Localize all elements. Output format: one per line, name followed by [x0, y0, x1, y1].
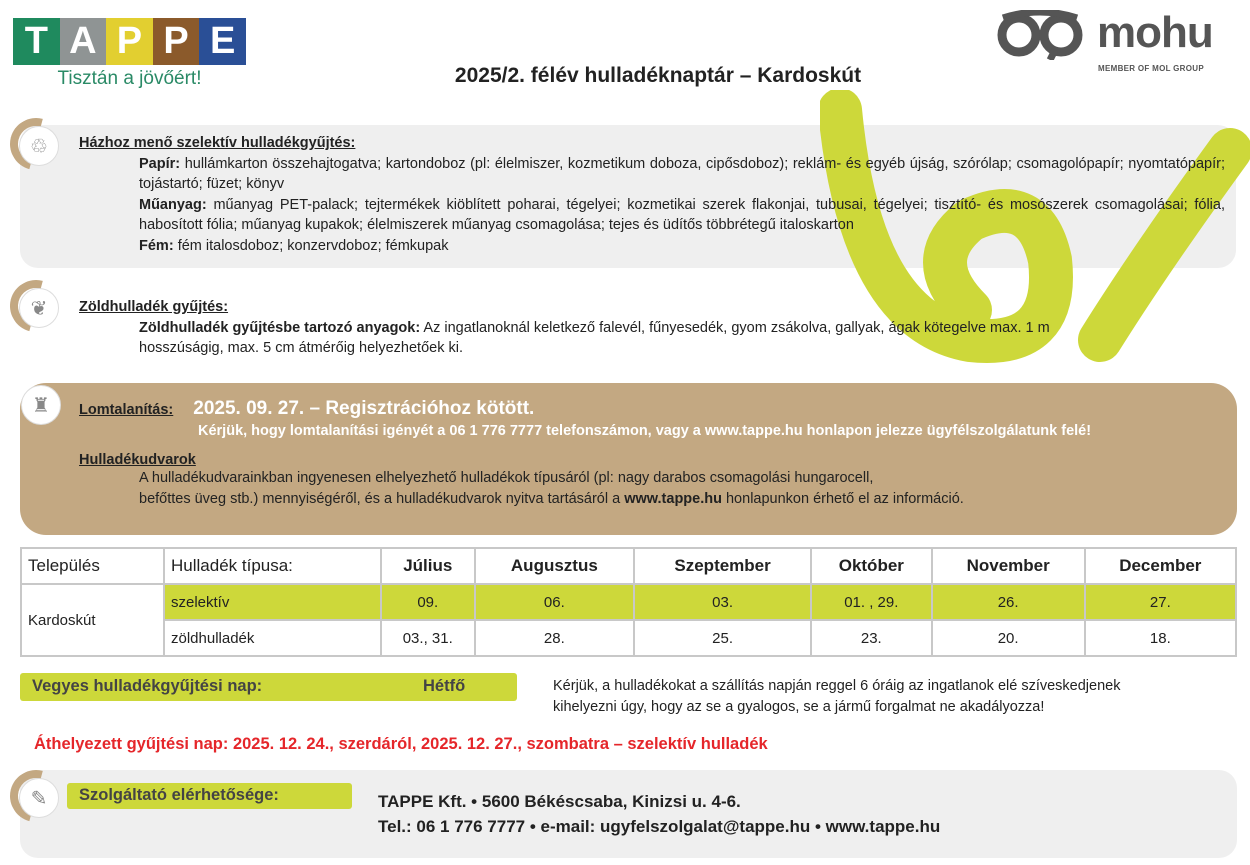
date-cell: 23.	[809, 619, 933, 657]
date-cell: 20.	[930, 619, 1086, 657]
logo-letter: E	[199, 18, 246, 65]
mixed-label: Vegyes hulladékgyűjtési nap:	[32, 677, 263, 695]
bulky-heading: Lomtalanítás:	[79, 402, 174, 418]
date-cell: 01. , 29.	[809, 583, 933, 621]
leaf-icon: ❦	[19, 288, 59, 328]
header-month: November	[930, 547, 1086, 585]
mohu-logo: mohu MEMBER OF MOL GROUP	[995, 8, 1225, 78]
page-title: 2025/2. félév hulladéknaptár – Kardoskút	[454, 64, 862, 87]
green-heading: Zöldhulladék gyűjtés:	[79, 299, 229, 315]
contact-phone-email[interactable]: Tel.: 06 1 776 7777 • e-mail: ugyfelszol…	[378, 817, 941, 836]
header-month: Július	[380, 547, 476, 585]
date-cell: 06.	[473, 583, 636, 621]
item-text: fém italosdoboz; konzervdoboz; fémkupak	[177, 237, 449, 254]
green-text: Zöldhulladék gyűjtésbe tartozó anyagok: …	[79, 318, 1119, 359]
moved-collection-notice: Áthelyezett gyűjtési nap: 2025. 12. 24.,…	[34, 735, 768, 753]
schedule-table: Település Hulladék típusa: Július Augusz…	[20, 547, 1238, 657]
selective-item-metal: Fém: fém italosdoboz; konzervdoboz; fémk…	[79, 236, 1225, 257]
bulky-date: 2025. 09. 27. – Regisztrációhoz kötött.	[193, 398, 535, 419]
decorative-swirl	[820, 90, 1250, 363]
header-settlement: Település	[20, 547, 165, 585]
item-label: Műanyag:	[139, 196, 207, 213]
date-cell: 09.	[380, 583, 476, 621]
logo-tagline: Tisztán a jövőért!	[57, 68, 202, 89]
table-row: Kardoskút szelektív 09. 06. 03. 01. , 29…	[20, 583, 1238, 657]
tappe-logo: T A P P E Tisztán a jövőért!	[13, 18, 246, 90]
header-month: December	[1083, 547, 1238, 585]
chair-icon: ♜	[21, 385, 61, 425]
item-text: hullámkarton összehajtogatva; kartondobo…	[139, 155, 1225, 193]
yards-heading: Hulladékudvarok	[79, 452, 196, 468]
edit-icon: ✎	[19, 778, 59, 818]
date-cell: 26.	[930, 583, 1086, 621]
logo-letter: T	[13, 18, 60, 65]
selective-item-plastic: Műanyag: műanyag PET-palack; tejtermékek…	[79, 195, 1225, 236]
item-text: műanyag PET-palack; tejtermékek kiöblíte…	[139, 196, 1225, 234]
yards-line: honlapunkon érhető el az információ.	[721, 490, 964, 507]
logo-letter: A	[59, 18, 107, 65]
yards-line: A hulladékudvarainkban ingyenesen elhely…	[139, 470, 874, 486]
tappe-link[interactable]: www.tappe.hu	[624, 490, 722, 507]
mohu-wordmark: mohu	[1097, 8, 1214, 57]
table-header-row: Település Hulladék típusa: Július Augusz…	[20, 547, 1238, 585]
bulky-note: Kérjük, hogy lomtalanítási igényét a 06 …	[198, 423, 1092, 439]
logo-letter: P	[106, 18, 153, 65]
date-cell: 18.	[1083, 619, 1238, 657]
date-cell: 25.	[633, 619, 812, 657]
date-cell: 28.	[473, 619, 636, 657]
date-cell: 27.	[1083, 583, 1238, 621]
contact-address: TAPPE Kft. • 5600 Békéscsaba, Kinizsi u.…	[378, 792, 741, 811]
header-month: Október	[809, 547, 933, 585]
item-label: Papír:	[139, 155, 181, 172]
item-label: Fém:	[139, 237, 174, 254]
header-type: Hulladék típusa:	[163, 547, 382, 585]
mohu-subtitle: MEMBER OF MOL GROUP	[1098, 64, 1204, 73]
date-cell: 03.	[633, 583, 812, 621]
bulky-panel	[20, 383, 1237, 535]
selective-item-paper: Papír: hullámkarton összehajtogatva; kar…	[79, 154, 1225, 195]
table-row: zöldhulladék 03., 31. 28. 25. 23. 20. 18…	[21, 619, 1238, 657]
header-month: Szeptember	[633, 547, 812, 585]
mohu-owl-icon	[997, 10, 1083, 60]
green-description: Az ingatlanoknál keletkező falevél, fűny…	[139, 319, 1050, 357]
type-cell: szelektív	[163, 583, 382, 621]
recycle-icon: ♲	[19, 126, 59, 166]
yards-text: A hulladékudvarainkban ingyenesen elhely…	[79, 468, 1229, 509]
selective-heading: Házhoz menő szelektív hulladékgyűjtés:	[79, 135, 356, 151]
mixed-collection-bar: Vegyes hulladékgyűjtési nap: Hétfő	[20, 673, 517, 701]
contact-label: Szolgáltató elérhetősége:	[67, 783, 352, 809]
type-cell: zöldhulladék	[163, 619, 382, 657]
date-cell: 03., 31.	[380, 619, 476, 657]
settlement-cell: Kardoskút	[20, 583, 165, 657]
yards-line: befőttes üveg stb.) mennyiségéről, és a …	[139, 490, 625, 507]
mixed-note: Kérjük, a hulladékokat a szállítás napjá…	[553, 678, 1121, 715]
green-label: Zöldhulladék gyűjtésbe tartozó anyagok:	[139, 319, 421, 336]
logo-letter: P	[152, 18, 200, 65]
mixed-day: Hétfő	[423, 677, 466, 695]
header-month: Augusztus	[473, 547, 636, 585]
